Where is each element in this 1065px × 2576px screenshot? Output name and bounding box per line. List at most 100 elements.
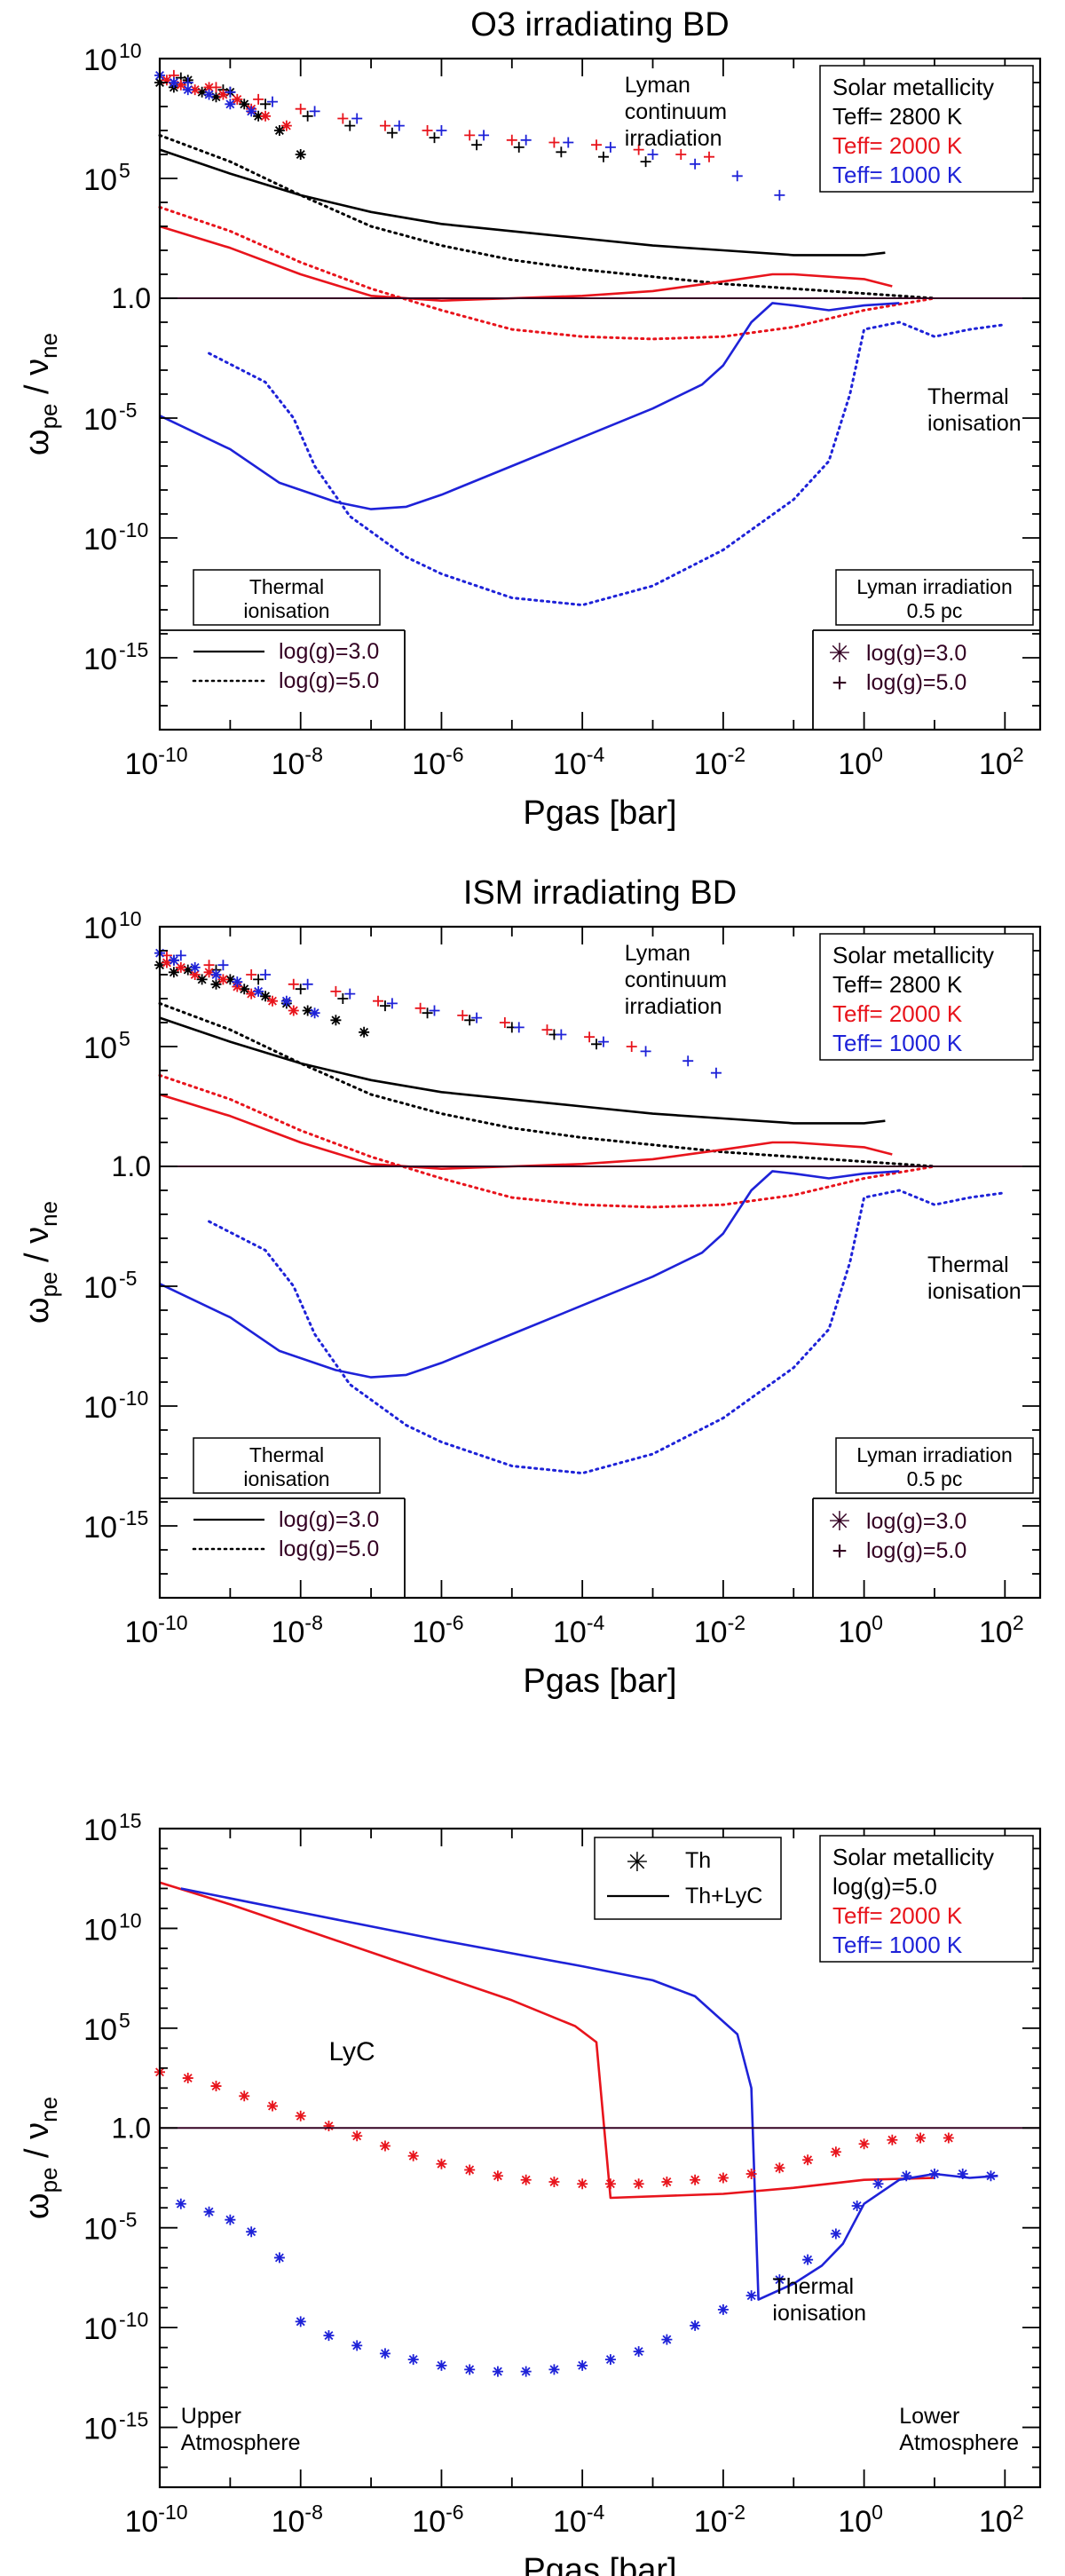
data-point (225, 99, 236, 110)
y-tick-base: 10 (83, 2413, 117, 2446)
data-point (661, 2176, 673, 2187)
y-label-omega: ω (19, 429, 56, 455)
scatter-series-2 (175, 2168, 997, 2377)
y-tick-exponent: 10 (119, 907, 142, 930)
annotation-line: continuum (625, 968, 727, 992)
y-label-nu: ν (19, 359, 56, 375)
annotation: Lyman continuum irradiation (625, 941, 727, 1019)
data-point (731, 170, 743, 182)
scatter-series-2 (175, 72, 651, 168)
data-point (393, 120, 405, 131)
annotation-line: ionisation (772, 2301, 866, 2326)
annotation-line: irradiation (625, 994, 722, 1019)
x-tick-base: 10 (272, 2505, 305, 2539)
annotation-line: Lower (899, 2404, 959, 2429)
x-tick-base: 10 (838, 747, 872, 781)
legend-title-box (835, 1437, 1034, 1494)
data-point (280, 995, 292, 1007)
scatter-series-1 (154, 960, 370, 1038)
legend-box (819, 1835, 1034, 1963)
data-point (309, 106, 320, 117)
annotation-line: ionisation (927, 1279, 1022, 1304)
legend-title-box (193, 1437, 381, 1494)
y-tick-label: 10 (83, 1391, 117, 1425)
y-tick-label: 10 (83, 1031, 117, 1065)
legend-title-box (835, 569, 1034, 626)
legend-marker-sample: ✳ (828, 1507, 850, 1537)
data-point (928, 2168, 940, 2179)
data-point (295, 149, 306, 160)
data-point (513, 141, 525, 153)
series-line-1 (159, 1016, 886, 1125)
data-point (563, 137, 574, 148)
series-line-6 (208, 1189, 1006, 1475)
legend-entry-label: log(g)=5.0 (279, 668, 379, 693)
data-point (414, 1002, 426, 1014)
x-tick-base: 10 (412, 1616, 446, 1649)
data-point (175, 79, 186, 91)
y-tick-base: 10 (83, 403, 117, 437)
data-point (675, 149, 687, 160)
y-tick-base: 10 (83, 912, 117, 945)
y-label-nu: ν (19, 2122, 56, 2139)
x-tick-exponent: -8 (304, 1611, 322, 1634)
data-point (591, 139, 603, 151)
data-point (302, 110, 313, 122)
data-point (175, 2198, 186, 2209)
x-tick-base: 10 (979, 2505, 1013, 2539)
data-point (182, 2073, 193, 2084)
axis-ticks (159, 926, 1040, 1599)
data-point (189, 84, 201, 96)
legend-entry-label: log(g)=5.0 (279, 1537, 379, 1561)
x-tick-label: 10-4 (553, 743, 604, 781)
y-tick-base: 10 (83, 163, 117, 197)
legend-main-entry: Teff= 1000 K (832, 1932, 963, 1958)
data-point (887, 2134, 898, 2145)
y-tick-exponent: -10 (119, 2308, 148, 2331)
data-point (464, 2364, 476, 2375)
legend-main-entry: Teff= 1000 K (832, 162, 963, 188)
data-point (774, 2274, 785, 2286)
series-line-1 (159, 1881, 935, 2200)
scatter-series-4 (168, 69, 715, 162)
y-tick-base: 10 (83, 1271, 117, 1305)
data-point (858, 2138, 870, 2150)
x-tick-exponent: -6 (446, 1611, 463, 1634)
scatter-series-5 (154, 947, 320, 1019)
data-point (717, 2172, 729, 2184)
y-label-slash: / (19, 1244, 56, 1272)
data-point (323, 2330, 335, 2342)
data-point (471, 139, 483, 151)
scatter-series-6 (182, 77, 785, 201)
y-tick-exponent: -15 (119, 2408, 148, 2431)
data-point (464, 1015, 476, 1026)
annotation: Lyman continuum irradiation (625, 73, 727, 151)
x-tick-label: 10-8 (272, 1611, 323, 1649)
data-point (217, 89, 229, 100)
data-point (260, 991, 272, 1002)
legend-title: Thermal (249, 575, 324, 598)
scatter-series-4 (161, 950, 637, 1052)
data-point (492, 2170, 503, 2182)
data-point (203, 82, 215, 93)
y-tick-base: 10 (83, 2013, 117, 2047)
data-point (604, 141, 616, 153)
data-point (344, 120, 356, 131)
data-point (302, 978, 313, 990)
data-point (330, 1015, 342, 1026)
data-point (436, 2158, 447, 2169)
data-point (830, 2228, 841, 2240)
data-point (225, 86, 236, 98)
series-line-3 (159, 1093, 893, 1170)
data-point (943, 2132, 954, 2144)
data-point (541, 1024, 553, 1036)
data-point (457, 1009, 469, 1021)
annotation: Thermal ionisation (772, 2274, 866, 2326)
y-label-nu-sub: ne (36, 2097, 62, 2122)
y-label-omega: ω (19, 2193, 56, 2219)
data-point (548, 2176, 560, 2187)
